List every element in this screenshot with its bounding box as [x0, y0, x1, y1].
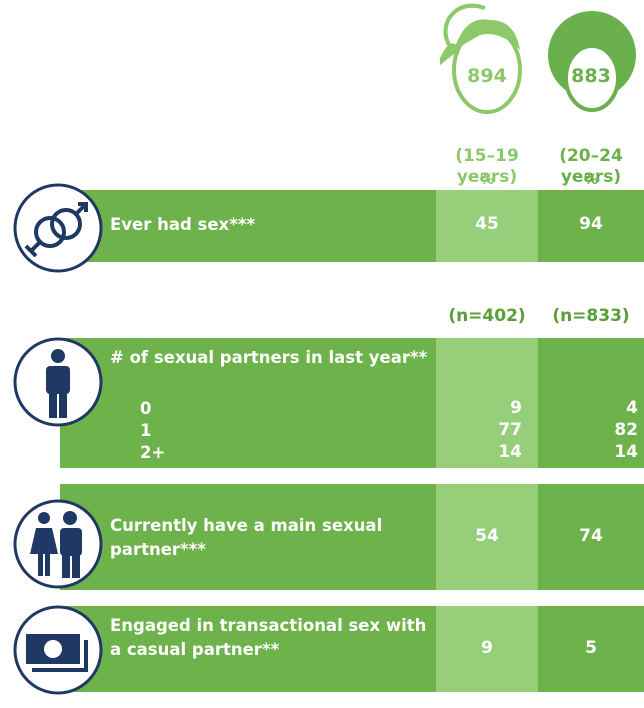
count: 894: [467, 65, 507, 87]
row-band: [60, 338, 644, 468]
row-band: [60, 606, 644, 692]
row-label: # of sexual partners in last year**: [110, 348, 428, 367]
icon-couple: [13, 499, 103, 589]
value: 77: [498, 420, 522, 440]
count: 883: [571, 65, 611, 87]
row-band: [60, 190, 644, 262]
col-highlight: [436, 606, 538, 692]
sub-label: 2+: [140, 443, 166, 462]
value: 45: [475, 214, 499, 234]
value: 14: [498, 442, 522, 462]
unit: %: [479, 172, 495, 188]
row-label: Engaged in transactional sex with a casu…: [110, 616, 427, 659]
value: 14: [614, 442, 638, 462]
age-label: (20–24 years): [559, 146, 623, 187]
col-highlight: [436, 190, 538, 262]
row-band: [60, 484, 644, 590]
col-highlight: [436, 338, 538, 468]
value: 74: [579, 526, 603, 546]
icon-man: [13, 337, 103, 427]
value: 94: [579, 214, 603, 234]
sub-label: 1: [140, 421, 152, 440]
n-label: (n=402): [448, 306, 526, 326]
n-label: (n=833): [552, 306, 630, 326]
value: 9: [510, 398, 522, 418]
value: 54: [475, 526, 499, 546]
col-highlight: [436, 484, 538, 590]
value: 82: [614, 420, 638, 440]
icon-gender: [13, 183, 103, 273]
age-label: (15–19 years): [455, 146, 519, 187]
unit: %: [583, 172, 599, 188]
sub-label: 0: [140, 399, 152, 418]
value: 4: [626, 398, 638, 418]
row-label: Currently have a main sexual partner***: [110, 516, 383, 559]
head-icons: [440, 3, 636, 114]
value: 9: [481, 638, 493, 658]
icon-money: [13, 605, 103, 695]
row-label: Ever had sex***: [110, 215, 256, 234]
value: 5: [585, 638, 597, 658]
